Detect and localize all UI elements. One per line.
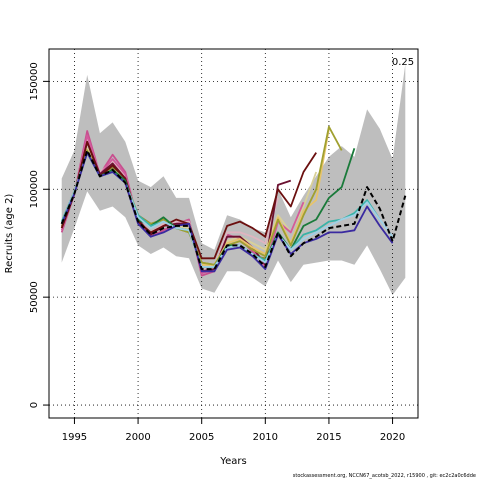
y-tick-label: 100000: [29, 170, 40, 208]
x-tick-label: 2010: [253, 432, 278, 443]
series-line-14: [60, 149, 407, 271]
x-tick-label: 2015: [316, 432, 341, 443]
x-tick-label: 1995: [62, 432, 87, 443]
y-tick-label: 0: [29, 402, 40, 408]
series-lines: [60, 125, 407, 277]
y-axis-title: Recruits (age 2): [4, 194, 15, 274]
plot-frame: [48, 48, 419, 419]
confidence-band: [61, 64, 406, 295]
chart-annotation: 0.25: [392, 57, 414, 68]
y-tick-label: 150000: [29, 62, 40, 100]
series-line-13: [60, 151, 394, 273]
x-tick-label: 2020: [380, 432, 405, 443]
y-axis: 0 50000 100000 150000: [29, 62, 49, 408]
y-tick-label: 50000: [29, 281, 40, 313]
x-axis-title: Years: [219, 456, 246, 467]
footer-credit: stockassessment.org, NCCN67_acotsb_2022,…: [292, 473, 476, 479]
x-tick-label: 2005: [189, 432, 214, 443]
uncertainty-band: [61, 64, 406, 295]
x-tick-label: 2000: [125, 432, 150, 443]
x-axis: 1995 2000 2005 2010 2015 2020: [62, 418, 405, 443]
